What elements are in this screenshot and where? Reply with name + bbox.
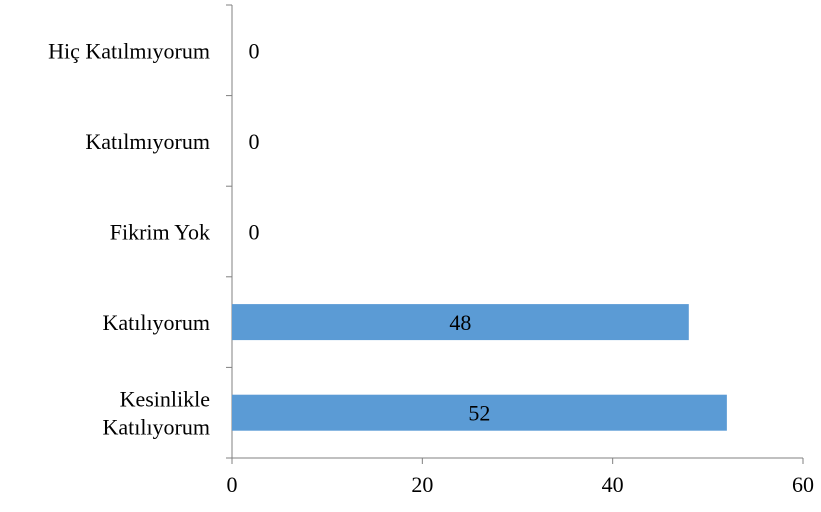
data-label: 0 xyxy=(249,220,260,245)
data-label: 48 xyxy=(449,310,471,335)
data-label: 0 xyxy=(249,129,260,154)
data-label: 0 xyxy=(249,38,260,63)
bar xyxy=(232,394,727,431)
category-label: Katılmıyorum xyxy=(85,129,210,154)
bars xyxy=(232,304,727,431)
data-labels: 0 0 0 48 52 xyxy=(249,38,491,425)
category-label: Fikrim Yok xyxy=(110,220,210,245)
x-tick-label: 40 xyxy=(602,472,624,497)
data-label: 52 xyxy=(468,401,490,426)
category-label-line: Kesinlikle xyxy=(120,387,210,412)
x-tick-labels: 0 20 40 60 xyxy=(227,472,815,497)
category-label-line: Katılıyorum xyxy=(102,310,210,335)
category-label-line: Fikrim Yok xyxy=(110,220,210,245)
x-tick-label: 60 xyxy=(792,472,814,497)
axes xyxy=(226,4,804,464)
category-labels: Hiç Katılmıyorum Katılmıyorum Fikrim Yok Ka… xyxy=(48,38,210,439)
category-label-line: Hiç Katılmıyorum xyxy=(48,38,210,63)
category-label: Katılıyorum xyxy=(102,310,210,335)
x-tick-label: 0 xyxy=(227,472,238,497)
category-label: Kesinlikle Katılıyorum xyxy=(102,387,210,440)
x-tick-label: 20 xyxy=(411,472,433,497)
category-label-line: Katılmıyorum xyxy=(85,129,210,154)
category-label: Hiç Katılmıyorum xyxy=(48,38,210,63)
bar xyxy=(232,304,689,341)
category-label-line: Katılıyorum xyxy=(102,415,210,440)
